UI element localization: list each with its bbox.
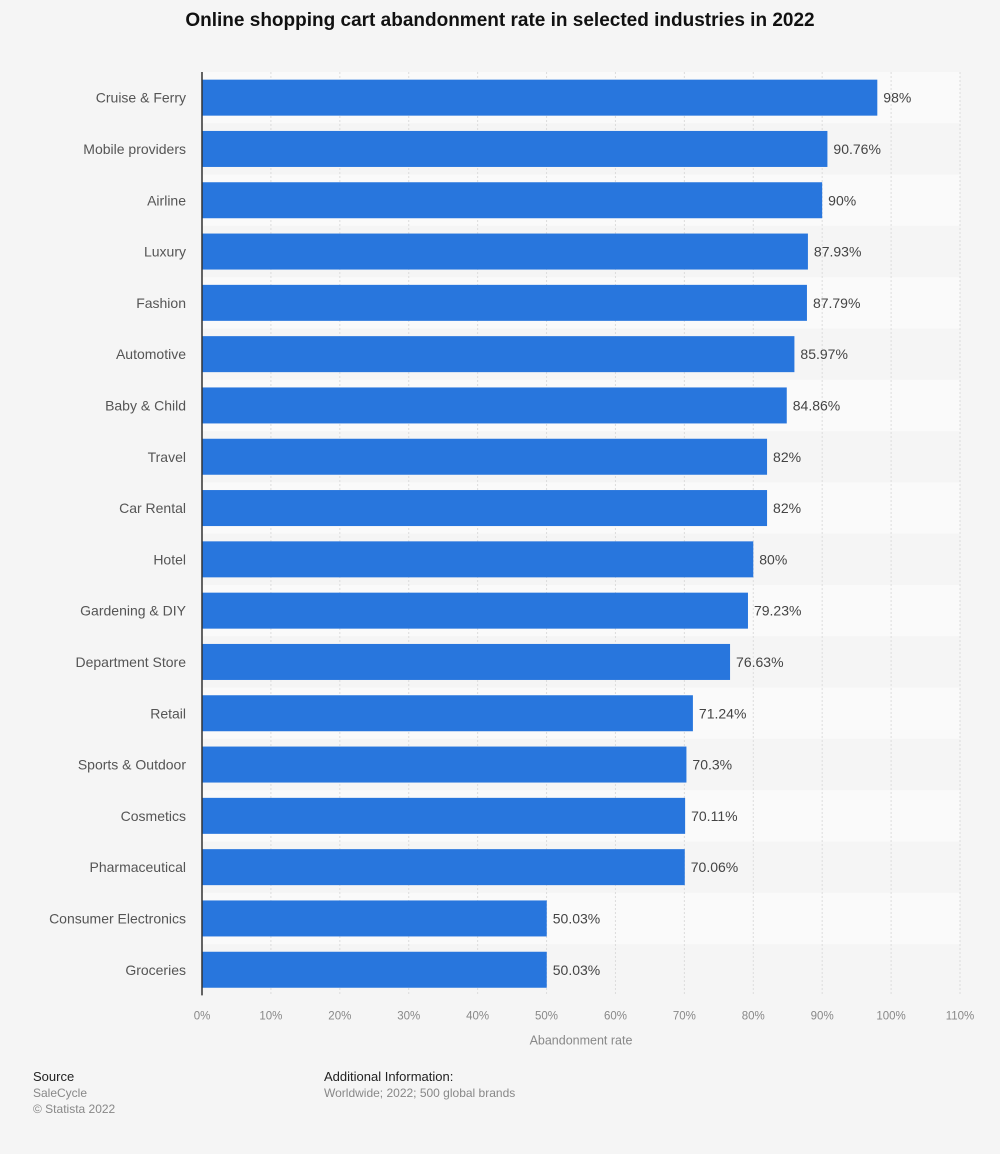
bar[interactable] [202,130,828,167]
data-label: 70.11% [691,808,737,824]
category-label: Groceries [125,962,186,978]
data-label: 71.24% [699,705,746,721]
source-link[interactable]: SaleCycle [33,1086,88,1100]
bar[interactable] [202,797,686,834]
x-tick-label: 70% [673,1010,696,1022]
data-label: 84.86% [793,397,840,413]
x-tick-label: 80% [742,1010,765,1022]
category-label: Consumer Electronics [49,910,186,926]
x-tick-label: 60% [604,1010,627,1022]
x-tick-label: 50% [535,1010,558,1022]
data-label: 70.06% [691,859,738,875]
data-label: 50.03% [553,962,600,978]
x-tick-label: 0% [194,1010,211,1022]
bar[interactable] [202,900,547,937]
category-label: Car Rental [119,500,186,516]
category-label: Pharmaceutical [90,859,187,875]
x-tick-label: 90% [811,1010,834,1022]
data-label: 98% [883,90,911,106]
x-tick-label: 110% [946,1010,975,1022]
x-tick-label: 30% [397,1010,420,1022]
chart-title: Online shopping cart abandonment rate in… [185,10,815,31]
x-axis-label: Abandonment rate [530,1033,633,1047]
source-block: Source SaleCycle © Statista 2022 [33,1069,115,1116]
source-heading: Source [33,1069,75,1084]
category-label: Airline [147,192,186,208]
bar[interactable] [202,79,878,116]
x-tick-label: 20% [328,1010,351,1022]
category-label: Sports & Outdoor [78,757,187,773]
category-label: Retail [150,705,186,721]
bar[interactable] [202,387,787,424]
bar[interactable] [202,490,768,527]
bar[interactable] [202,849,685,886]
category-label: Travel [148,449,186,465]
additional-info-block: Additional Information: Worldwide; 2022;… [324,1069,515,1100]
bar[interactable] [202,541,754,578]
category-label: Automotive [116,346,186,362]
bar-chart: 0% 10% 20% 30% 40% 50% 60% 70% 80% 90% 100% 110% Cru… [49,72,975,1047]
data-label: 82% [773,500,801,516]
data-label: 82% [773,449,801,465]
bar[interactable] [202,284,807,321]
category-label: Cruise & Ferry [96,90,186,106]
category-label: Baby & Child [105,397,186,413]
bar[interactable] [202,592,748,629]
copyright: © Statista 2022 [33,1102,116,1116]
bar[interactable] [202,746,687,783]
data-label: 85.97% [800,346,847,362]
data-label: 90% [828,192,856,208]
data-label: 87.93% [814,244,861,260]
bar[interactable] [202,233,808,270]
category-label: Luxury [144,244,186,260]
x-tick-label: 10% [259,1010,282,1022]
category-label: Fashion [136,295,186,311]
x-tick-label: 100% [876,1010,905,1022]
category-label: Department Store [76,654,187,670]
data-label: 79.23% [754,603,801,619]
category-label: Mobile providers [83,141,186,157]
x-tick-label: 40% [466,1010,489,1022]
bar[interactable] [202,643,731,680]
bar[interactable] [202,336,795,373]
data-label: 87.79% [813,295,860,311]
additional-info-heading: Additional Information: [324,1069,454,1084]
category-label: Gardening & DIY [80,603,186,619]
additional-info-text: Worldwide; 2022; 500 global brands [324,1086,516,1100]
data-label: 70.3% [692,757,732,773]
bar[interactable] [202,182,823,219]
data-label: 50.03% [553,910,600,926]
bar[interactable] [202,951,547,988]
bar[interactable] [202,695,693,732]
data-label: 76.63% [736,654,783,670]
bar[interactable] [202,438,768,475]
category-label: Hotel [153,551,186,567]
data-label: 80% [759,551,787,567]
category-label: Cosmetics [121,808,186,824]
data-label: 90.76% [833,141,880,157]
